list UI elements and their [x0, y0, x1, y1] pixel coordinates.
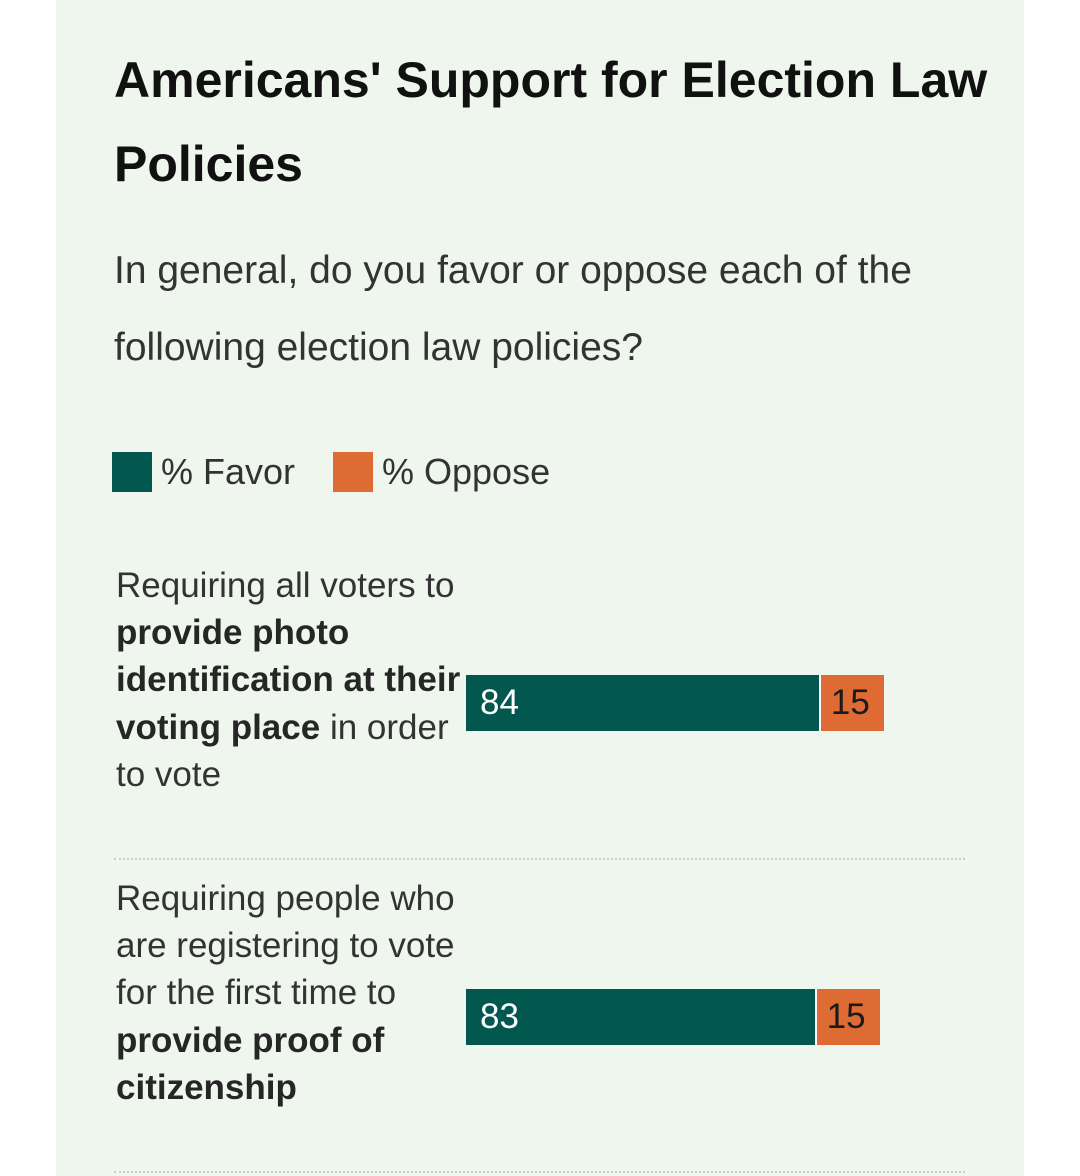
data-label-favor: 84 [480, 683, 519, 722]
category-label-part: provide proof of citizenship [116, 1020, 385, 1107]
stacked-bar: 83 15 [466, 989, 880, 1045]
category-label-part: in order to vote [116, 707, 449, 794]
stacked-bar: 84 15 [466, 675, 884, 731]
category-label: Requiring all voters to provide photo id… [116, 562, 461, 798]
category-label-part: Requiring people who are registering to … [116, 879, 455, 1013]
legend-label-favor: % Favor [161, 451, 296, 492]
bar-favor: 83 [466, 989, 815, 1045]
bar-favor: 84 [466, 675, 819, 731]
legend-label-oppose: % Oppose [382, 451, 551, 492]
legend-swatch-favor [112, 452, 152, 492]
legend-item-oppose: % Oppose [333, 451, 550, 493]
data-label-favor: 83 [480, 997, 519, 1036]
bar-oppose: 15 [818, 675, 884, 731]
chart-panel [56, 0, 1024, 1176]
data-label-oppose: 15 [826, 997, 866, 1036]
chart-title: Americans' Support for Election Law Poli… [114, 52, 988, 192]
legend-swatch-oppose [333, 452, 373, 492]
row-divider [114, 1171, 965, 1173]
data-label-oppose: 15 [830, 683, 870, 722]
category-label-part: Requiring all voters to [116, 566, 455, 605]
bar-oppose: 15 [814, 989, 880, 1045]
category-label: Requiring people who are registering to … [116, 875, 461, 1111]
row-divider [114, 858, 965, 860]
legend-item-favor: % Favor [112, 451, 295, 493]
chart-subtitle: In general, do you favor or oppose each … [114, 249, 912, 369]
category-label-part: provide photo identification at their vo… [116, 613, 461, 747]
